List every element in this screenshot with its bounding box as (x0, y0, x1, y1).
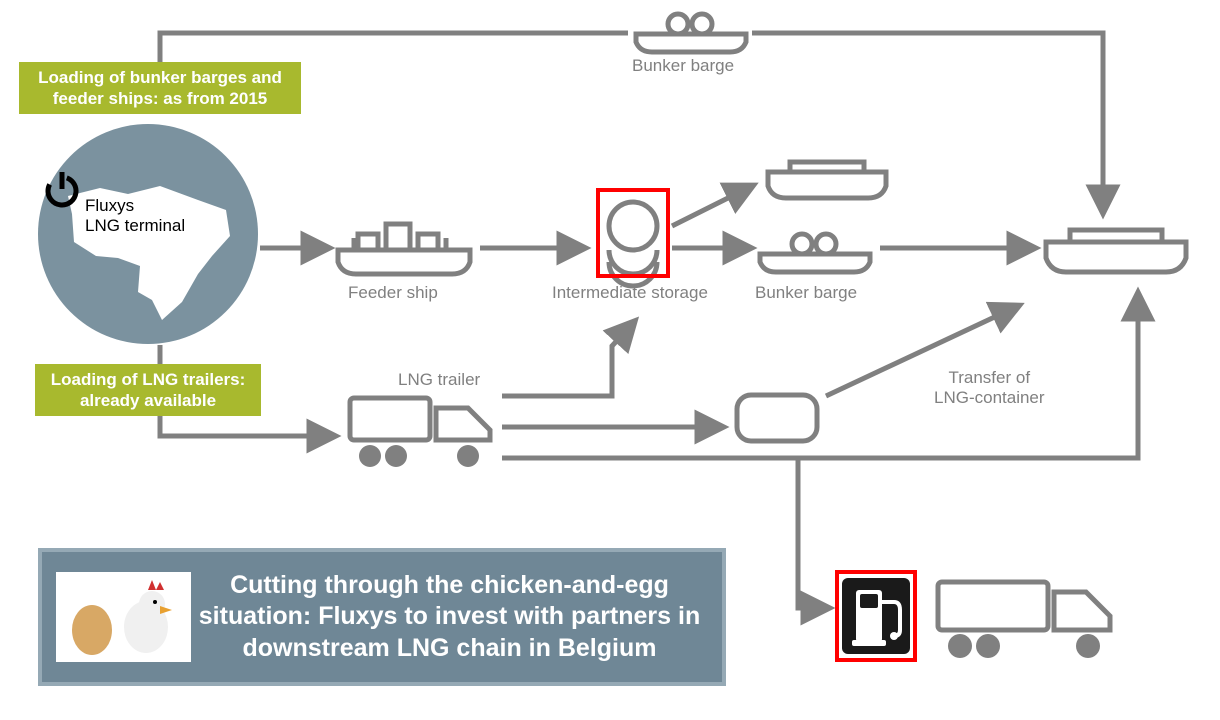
terminal-label-l2: LNG terminal (85, 216, 185, 235)
green-box-trailer: Loading of LNG trailers: already availab… (35, 364, 261, 416)
arrows-group (160, 33, 1138, 608)
feeder-ship-icon (338, 224, 470, 274)
arrow-down-fuel (798, 460, 828, 608)
bunker-barge-top-icon (636, 14, 746, 52)
green-box-bunker: Loading of bunker barges and feeder ship… (19, 62, 301, 114)
label-lng-trailer: LNG trailer (398, 370, 480, 390)
arrow-storage-ship (672, 186, 752, 226)
green-box-trailer-text: Loading of LNG trailers: already availab… (45, 369, 251, 412)
label-bunker-mid: Bunker barge (755, 283, 857, 303)
terminal-label-l1: Fluxys (85, 196, 134, 215)
arrow-trailer-storage (502, 322, 634, 396)
label-bunker-top: Bunker barge (632, 56, 734, 76)
lng-trailer-icon (350, 398, 490, 467)
chicken-egg-image (56, 572, 191, 662)
bottom-banner: Cutting through the chicken-and-egg situ… (38, 548, 726, 686)
fuel-pump-icon (842, 578, 910, 654)
arrow-top-right (752, 33, 1103, 212)
truck-right-icon (938, 582, 1110, 658)
container-icon (737, 395, 817, 441)
green-box-bunker-text: Loading of bunker barges and feeder ship… (29, 67, 291, 110)
label-storage: Intermediate storage (552, 283, 708, 303)
label-transfer: Transfer of LNG-container (934, 368, 1045, 408)
arrow-top-left (160, 33, 628, 62)
terminal-label: Fluxys LNG terminal (85, 196, 185, 237)
banner-text: Cutting through the chicken-and-egg situ… (177, 570, 722, 664)
bunker-barge-mid-icon (760, 234, 870, 272)
ship-right-icon (1046, 230, 1186, 272)
ship-small-icon (768, 162, 886, 198)
power-icon (43, 170, 81, 208)
red-box-storage (596, 188, 670, 278)
label-feeder: Feeder ship (348, 283, 438, 303)
